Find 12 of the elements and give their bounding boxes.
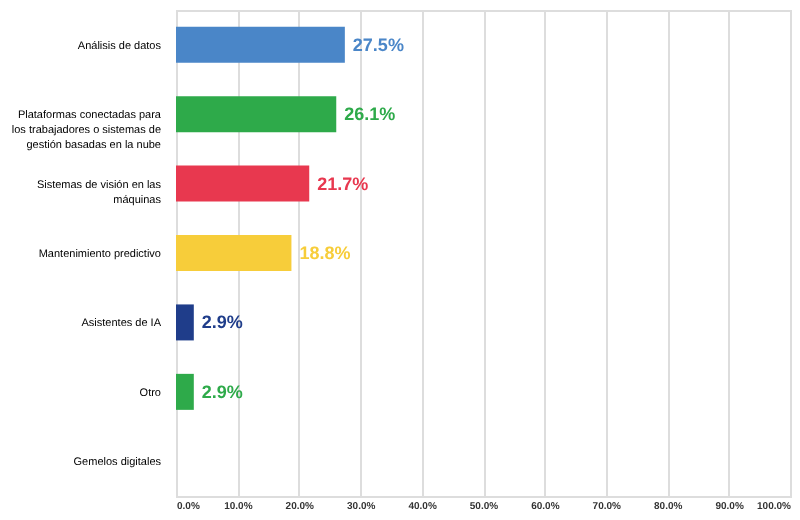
- data-label: 26.1%: [344, 104, 396, 125]
- bar: [176, 165, 310, 202]
- bar: [176, 26, 345, 63]
- data-label: 18.8%: [299, 243, 351, 263]
- bar: [176, 235, 292, 271]
- bar: [176, 373, 194, 410]
- data-label: 21.7%: [317, 173, 369, 194]
- data-label: 2.9%: [201, 312, 243, 333]
- data-label: 2.9%: [201, 381, 243, 402]
- data-label: 27.5%: [352, 34, 404, 55]
- bar: [176, 304, 194, 341]
- bar: [176, 96, 337, 133]
